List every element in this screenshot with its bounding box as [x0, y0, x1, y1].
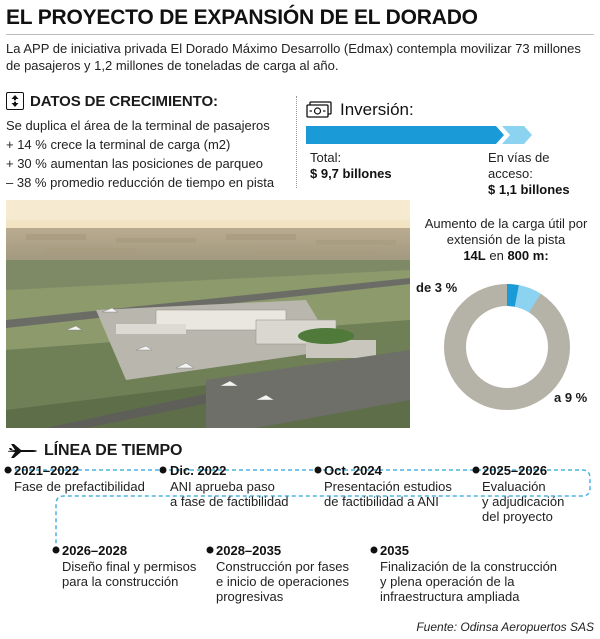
cargo-donut-chart: [444, 284, 570, 410]
timeline-dot: [4, 466, 12, 474]
runway-extension: 800 m:: [507, 248, 549, 263]
timeline-title: LÍNEA DE TIEMPO: [44, 442, 183, 459]
event-desc: infraestructura ampliada: [380, 589, 520, 604]
timeline-event: 2028–2035 Construcción por fases e inici…: [216, 543, 349, 604]
investment-bar-access: [502, 126, 532, 144]
investment-total: Total: $ 9,7 billones: [310, 150, 392, 182]
growth-item: + 14 % crece la terminal de carga (m2): [6, 137, 231, 152]
event-year: 2021–2022: [14, 463, 80, 478]
airplane-icon: [8, 444, 37, 458]
timeline-dot: [370, 546, 378, 554]
event-desc: progresivas: [216, 589, 284, 604]
event-desc: y plena operación de la: [380, 574, 515, 589]
page-title: EL PROYECTO DE EXPANSIÓN DE EL DORADO: [6, 6, 478, 29]
timeline-header: LÍNEA DE TIEMPO: [6, 440, 182, 462]
event-desc: Presentación estudios: [324, 479, 452, 494]
timeline-path: [4, 466, 591, 554]
investment-header: Inversión:: [306, 98, 596, 122]
timeline-dot: [314, 466, 322, 474]
timeline-dot: [52, 546, 60, 554]
section-divider: [296, 96, 297, 188]
event-desc: del proyecto: [482, 509, 553, 524]
event-desc: y adjudicación: [482, 494, 565, 509]
donut-segment-increase: [514, 285, 541, 313]
total-value: $ 9,7 billones: [310, 166, 392, 181]
timeline-event: 2021–2022 Fase de prefactibilidad: [14, 463, 145, 494]
investment-bar: [306, 126, 532, 144]
timeline-event: 2026–2028 Diseño final y permisos para l…: [62, 543, 196, 589]
investment-section: Inversión: Total: $ 9,7 billones En vías…: [306, 98, 596, 197]
timeline-dot: [206, 546, 214, 554]
event-desc: Evaluación: [482, 479, 546, 494]
event-desc: ANI aprueba paso: [170, 479, 275, 494]
investment-bar-total: [306, 126, 504, 144]
cargo-caption-line2: extensión de la pista: [446, 232, 566, 247]
runway-name: 14L: [463, 248, 486, 263]
cargo-section: Aumento de la carga útil por extensión d…: [412, 216, 600, 410]
cargo-caption-line3: 14L en 800 m:: [412, 248, 600, 264]
growth-header: DATOS DE CRECIMIENTO:: [6, 90, 291, 112]
timeline-event: Oct. 2024 Presentación estudios de facti…: [324, 463, 452, 509]
total-label: Total:: [310, 150, 342, 165]
event-desc: a fase de factibilidad: [170, 494, 289, 509]
access-label: En vías de acceso:: [488, 150, 550, 181]
access-value: $ 1,1 billones: [488, 182, 570, 197]
airport-aerial-photo: [6, 200, 410, 428]
event-year: 2025–2026: [482, 463, 548, 478]
timeline-event: 2025–2026 Evaluación y adjudicación del …: [482, 463, 564, 524]
investment-access: En vías de acceso: $ 1,1 billones: [488, 150, 596, 198]
timeline-dot: [159, 466, 167, 474]
donut-segment-base: [507, 284, 519, 307]
event-desc: de factibilidad a ANI: [324, 494, 439, 509]
event-year: Dic. 2022: [170, 463, 227, 478]
cargo-caption-line1: Aumento de la carga útil por: [424, 216, 588, 231]
cargo-from-label: de 3 %: [416, 280, 458, 295]
growth-item: + 30 % aumentan las posiciones de parque…: [6, 156, 263, 171]
investment-title: Inversión:: [340, 100, 414, 119]
cargo-to-label: a 9 %: [554, 390, 588, 405]
timeline-dot: [472, 466, 480, 474]
event-desc: Diseño final y permisos: [62, 559, 197, 574]
event-desc: Construcción por fases: [216, 559, 349, 574]
cargo-caption: Aumento de la carga útil por extensión d…: [412, 216, 600, 264]
title-divider: [6, 34, 594, 35]
source-credit: Fuente: Odinsa Aeropuertos SAS: [416, 620, 594, 634]
growth-item: Se duplica el área de la terminal de pas…: [6, 118, 270, 133]
event-desc: Finalización de la construcción: [380, 559, 558, 574]
growth-section: DATOS DE CRECIMIENTO: Se duplica el área…: [6, 90, 291, 192]
growth-list: Se duplica el área de la terminal de pas…: [6, 116, 291, 192]
event-year: 2026–2028: [62, 543, 128, 558]
cargo-connector: en: [489, 248, 504, 263]
growth-title: DATOS DE CRECIMIENTO:: [30, 92, 218, 110]
money-stack-icon: [306, 101, 332, 118]
event-year: 2028–2035: [216, 543, 282, 558]
donut-base-ring: [444, 284, 570, 410]
event-desc: e inicio de operaciones: [216, 574, 349, 589]
intro-paragraph: La APP de iniciativa privada El Dorado M…: [6, 41, 581, 73]
event-year: 2035: [380, 543, 409, 558]
event-desc: para la construcción: [62, 574, 179, 589]
event-year: Oct. 2024: [324, 463, 382, 478]
timeline-event: Dic. 2022 ANI aprueba paso a fase de fac…: [170, 463, 289, 509]
expand-arrows-icon: [6, 92, 24, 110]
event-desc: Fase de prefactibilidad: [14, 479, 145, 494]
timeline-event: 2035 Finalización de la construcción y p…: [380, 543, 557, 604]
growth-item: – 38 % promedio reducción de tiempo en p…: [6, 175, 275, 190]
